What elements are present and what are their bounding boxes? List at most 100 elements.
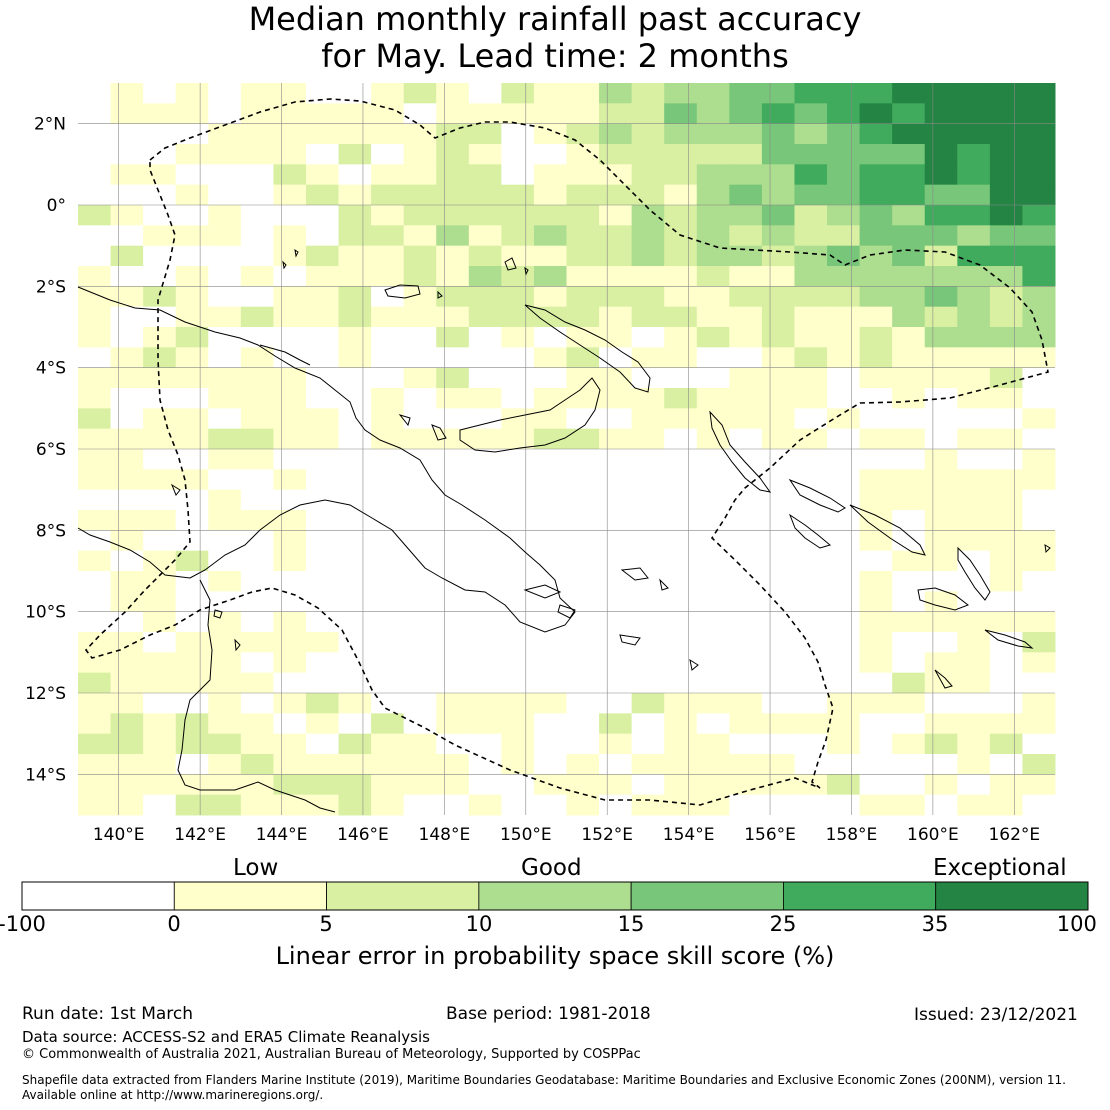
skill-cell	[436, 693, 470, 714]
skill-cell	[761, 672, 795, 694]
skill-cell	[1022, 408, 1056, 430]
skill-cell	[794, 286, 828, 308]
skill-cell	[78, 388, 112, 409]
skill-cell	[989, 449, 1023, 470]
colorbar-tick-label: 10	[465, 912, 493, 936]
skill-cell	[696, 713, 730, 735]
colorbar-outline	[21, 881, 1089, 911]
skill-cell	[827, 672, 861, 694]
colorbar-tick-label: 100	[1056, 912, 1097, 936]
skill-cell	[533, 347, 567, 369]
skill-cell	[664, 672, 698, 694]
skill-cell	[631, 510, 665, 531]
skill-cell	[273, 611, 307, 633]
skill-cell	[696, 510, 730, 531]
skill-cell	[1022, 286, 1056, 308]
longitude-tick-label: 142°E	[174, 825, 226, 845]
skill-score-grid	[78, 83, 1056, 816]
skill-cell	[305, 123, 340, 145]
skill-cell	[143, 184, 177, 206]
skill-cell	[599, 449, 633, 470]
skill-cell	[924, 794, 958, 816]
skill-cell	[175, 245, 209, 267]
skill-cell	[989, 184, 1023, 206]
skill-cell	[403, 774, 437, 796]
skill-cell	[371, 510, 405, 531]
skill-cell	[436, 184, 470, 206]
skill-cell	[729, 225, 763, 247]
skill-cell	[631, 794, 665, 816]
skill-cell	[436, 794, 470, 816]
skill-cell	[501, 428, 535, 450]
skill-cell	[468, 245, 502, 267]
skill-cell	[436, 205, 470, 226]
skill-cell	[631, 489, 665, 511]
skill-cell	[761, 184, 795, 206]
skill-cell	[599, 672, 633, 694]
skill-cell	[859, 672, 893, 694]
skill-cell	[957, 672, 991, 694]
skill-cell	[859, 144, 893, 165]
skill-cell	[599, 754, 633, 775]
longitude-ticks: 140°E 142°E 144°E 146°E 148°E 150°E 152°E 154°E…	[93, 825, 1040, 845]
skill-cell	[175, 286, 209, 308]
skill-cell	[1022, 245, 1056, 267]
skill-cell	[208, 652, 242, 674]
skill-cell	[501, 388, 535, 409]
skill-cell	[761, 225, 795, 247]
skill-cell	[989, 428, 1023, 450]
skill-cell	[989, 306, 1023, 328]
skill-cell	[827, 225, 861, 247]
skill-cell	[924, 632, 958, 653]
skill-cell	[566, 550, 600, 572]
skill-cell	[729, 530, 763, 552]
skill-cell	[273, 794, 307, 816]
skill-cell	[827, 794, 861, 816]
skill-cell	[827, 286, 861, 308]
skill-cell	[273, 469, 307, 491]
skill-cell	[533, 266, 567, 287]
skill-cell	[110, 550, 144, 572]
skill-cell	[78, 733, 112, 755]
skill-cell	[403, 550, 437, 572]
skill-cell	[892, 103, 926, 125]
skill-cell	[696, 83, 730, 104]
skill-cell	[338, 306, 372, 328]
skill-cell	[761, 245, 795, 267]
skill-cell	[599, 774, 633, 796]
skill-cell	[175, 205, 209, 226]
skill-cell	[403, 754, 437, 775]
skill-cell	[794, 449, 828, 470]
skill-cell	[338, 83, 372, 104]
skill-cell	[208, 428, 242, 450]
skill-cell	[338, 530, 372, 552]
skill-cell	[403, 103, 437, 125]
skill-cell	[859, 550, 893, 572]
skill-cell	[859, 632, 893, 653]
skill-cell	[110, 713, 144, 735]
skill-cell	[371, 286, 405, 308]
skill-cell	[143, 591, 177, 613]
colorbar-segment	[326, 881, 480, 911]
skill-cell	[143, 164, 177, 186]
skill-cell	[436, 469, 470, 491]
skill-cell	[305, 794, 340, 816]
skill-cell	[892, 388, 926, 409]
eez-boundary	[84, 98, 1049, 806]
skill-cell	[110, 164, 144, 186]
skill-cell	[827, 428, 861, 450]
skill-cell	[729, 347, 763, 369]
skill-cell	[566, 408, 600, 430]
skill-cell	[371, 693, 405, 714]
skill-cell	[338, 550, 372, 572]
skill-cell	[240, 510, 274, 531]
skill-cell	[501, 245, 535, 267]
skill-cell	[240, 754, 274, 775]
skill-cell	[566, 611, 600, 633]
coastline-bougainville	[709, 410, 772, 493]
skill-cell	[208, 713, 242, 735]
skill-cell	[761, 632, 795, 653]
skill-cell	[924, 266, 958, 287]
skill-cell	[175, 367, 209, 389]
skill-cell	[827, 327, 861, 348]
